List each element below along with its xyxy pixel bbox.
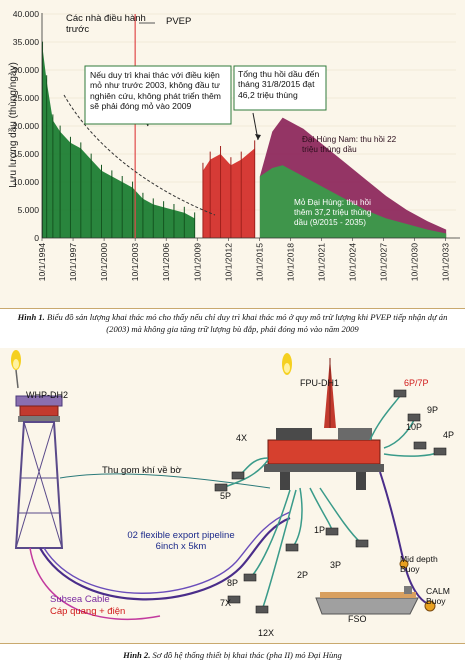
x-tick-label: 10/1/2006 xyxy=(161,243,171,281)
y-tick-label: 40.000 xyxy=(13,9,40,19)
export-pipeline-2 xyxy=(43,511,291,594)
divider xyxy=(0,308,465,309)
subsea-cable-label: Subsea Cable xyxy=(50,594,110,605)
mid-depth-riser xyxy=(379,471,405,563)
well-label-2p: 2P xyxy=(297,570,309,580)
fpu-label: FPU-DH1 xyxy=(300,378,340,388)
calm-buoy-icon xyxy=(424,600,436,612)
well-label-9p: 9P xyxy=(427,405,439,415)
mid-depth-buoy-label: Mid depth Buoy xyxy=(400,554,438,574)
annotation-dai-hung-nam: Đại Hùng Nam: thu hồi 22 triệu thùng dầu xyxy=(302,135,397,154)
y-tick-label: 5.000 xyxy=(17,205,39,215)
figure2-caption: Hình 2. Sơ đồ hệ thống thiết bị khai thá… xyxy=(6,649,459,661)
y-tick-label: 10.000 xyxy=(13,177,40,187)
y-tick-label: 20.000 xyxy=(13,121,40,131)
fso-vessel xyxy=(315,586,419,615)
well-label-4x: 4X xyxy=(236,433,248,443)
field-layout-diagram xyxy=(11,350,447,620)
whp-dh2-platform xyxy=(14,395,64,549)
y-tick-label: 15.000 xyxy=(13,149,40,159)
production-chart: 0 5.000 10.000 15.000 20.000 25.000 30.000 35.0… xyxy=(7,9,460,281)
x-tick-label: 10/1/2024 xyxy=(348,243,358,281)
well-label-12x: 12X xyxy=(258,628,275,638)
figure1-caption: Hình 1. Biểu đồ sản lượng khai thác mỏ c… xyxy=(6,311,459,335)
export-pipeline-1 xyxy=(39,516,291,601)
fso-label: FSO xyxy=(348,614,367,624)
well-label-6p7p: 6P/7P xyxy=(404,378,429,388)
figure1-caption-label: Hình 1. xyxy=(17,312,45,322)
annotation-2015-text: Tổng thu hồi dầu đến tháng 31/8/2015 đạt… xyxy=(238,69,320,100)
cable-content-label: Cáp quang + điện xyxy=(50,606,126,617)
whp-flare-icon xyxy=(11,350,21,389)
annotation-2003-text: Nếu duy trì khai thác với điều kiện mỏ n… xyxy=(90,70,221,111)
x-tick-label: 10/1/2015 xyxy=(254,243,264,281)
x-tick-label: 10/1/1997 xyxy=(68,243,78,281)
calm-buoy-label: CALM Buoy xyxy=(426,586,450,606)
y-tick-label: 25.000 xyxy=(13,93,40,103)
divider xyxy=(0,643,465,644)
well-label-3p: 3P xyxy=(330,560,342,570)
mid-depth-buoy-icon xyxy=(399,559,409,569)
figure2-caption-label: Hình 2. xyxy=(123,650,151,660)
export-pipeline-label: 02 flexible export pipeline 6inch x 5km xyxy=(127,530,235,552)
x-tick-label: 10/1/1994 xyxy=(37,243,47,281)
x-tick-label: 10/1/2033 xyxy=(441,243,451,281)
decline-forecast-line xyxy=(63,94,216,216)
well-label-1p: 1P xyxy=(314,525,326,535)
well-label-8p: 8P xyxy=(227,578,239,588)
x-tick-label: 10/1/2018 xyxy=(285,243,295,281)
x-tick-label: 10/1/2003 xyxy=(130,243,140,281)
gas-line xyxy=(59,473,271,489)
x-tick-label: 10/1/2021 xyxy=(316,243,326,281)
x-tick-label: 10/1/2009 xyxy=(192,243,202,281)
figure2-caption-text: Sơ đồ hệ thống thiết bị khai thác (pha I… xyxy=(152,650,342,660)
y-axis-label: Lưu lượng dầu (thùng/ngày) xyxy=(7,62,19,188)
y-tick-label: 35.000 xyxy=(13,37,40,47)
annotation-dai-hung: Mỏ Đại Hùng: thu hồi thêm 37,2 triệu thù… xyxy=(294,198,372,227)
well-label-5p: 5P xyxy=(220,491,232,501)
whp-label: WHP-DH2 xyxy=(26,390,68,400)
x-tick-label: 10/1/2000 xyxy=(99,243,109,281)
x-tick-label: 10/1/2030 xyxy=(410,243,420,281)
annotation-2015-box xyxy=(233,65,327,111)
fpu-dh1-platform xyxy=(264,358,384,490)
series-dai-hung-area xyxy=(259,165,447,238)
well-label-7x: 7X xyxy=(220,598,232,608)
legend-previous-operators: Các nhà điều hành trước xyxy=(66,13,146,35)
annotation-2003-box xyxy=(84,65,232,125)
gas-collection-label: Thu gom khí về bờ xyxy=(102,465,182,476)
well-label-10p: 10P xyxy=(406,422,423,432)
fpu-flare-icon xyxy=(282,353,292,375)
legend-pvep: PVEP xyxy=(166,16,192,27)
y-tick-label: 0 xyxy=(34,233,39,243)
series-pvep-area xyxy=(202,148,255,238)
subsea-cable-line xyxy=(29,547,161,620)
x-tick-label: 10/1/2012 xyxy=(223,243,233,281)
y-tick-label: 30.000 xyxy=(13,65,40,75)
figure1-caption-text: Biểu đồ sản lượng khai thác mỏ cho thấy … xyxy=(47,312,448,334)
x-tick-label: 10/1/2027 xyxy=(379,243,389,281)
well-label-4p: 4P xyxy=(443,430,455,440)
subsea-trees xyxy=(214,389,447,614)
